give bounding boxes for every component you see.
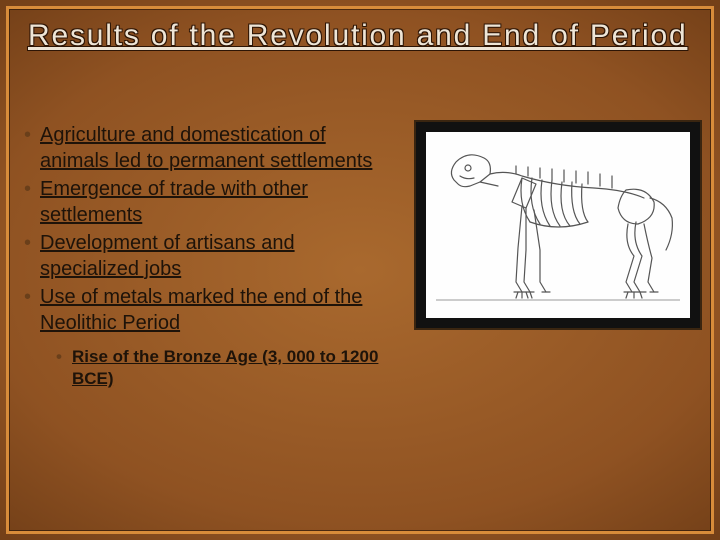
main-bullet-list: Agriculture and domestication of animals… — [20, 122, 390, 336]
body-text-area: Agriculture and domestication of animals… — [20, 122, 390, 390]
image-frame — [414, 120, 702, 330]
skeleton-svg — [426, 132, 690, 318]
slide-title: Results of the Revolution and End of Per… — [28, 18, 692, 54]
sub-bullet-list: Rise of the Bronze Age (3, 000 to 1200 B… — [20, 346, 390, 390]
slide: Results of the Revolution and End of Per… — [0, 0, 720, 540]
skeleton-image — [426, 132, 690, 318]
bullet-item: Emergence of trade with other settlement… — [20, 176, 390, 228]
bullet-item: Use of metals marked the end of the Neol… — [20, 284, 390, 336]
sub-bullet-item: Rise of the Bronze Age (3, 000 to 1200 B… — [54, 346, 390, 390]
bullet-item: Development of artisans and specialized … — [20, 230, 390, 282]
bullet-item: Agriculture and domestication of animals… — [20, 122, 390, 174]
